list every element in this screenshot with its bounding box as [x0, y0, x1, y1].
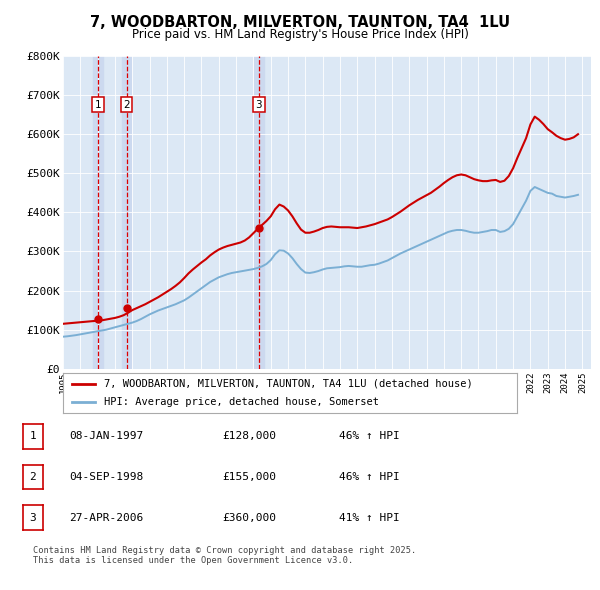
Text: 3: 3 [256, 100, 262, 110]
Text: £155,000: £155,000 [222, 472, 276, 482]
Text: 2: 2 [29, 472, 37, 482]
Text: HPI: Average price, detached house, Somerset: HPI: Average price, detached house, Some… [104, 397, 379, 407]
Text: £128,000: £128,000 [222, 431, 276, 441]
Bar [122, 56, 131, 369]
Text: 41% ↑ HPI: 41% ↑ HPI [339, 513, 400, 523]
Text: 7, WOODBARTON, MILVERTON, TAUNTON, TA4 1LU (detached house): 7, WOODBARTON, MILVERTON, TAUNTON, TA4 1… [104, 379, 473, 389]
Text: 27-APR-2006: 27-APR-2006 [69, 513, 143, 523]
Text: 46% ↑ HPI: 46% ↑ HPI [339, 431, 400, 441]
Bar [254, 56, 264, 369]
Text: 04-SEP-1998: 04-SEP-1998 [69, 472, 143, 482]
Text: £360,000: £360,000 [222, 513, 276, 523]
Text: 7, WOODBARTON, MILVERTON, TAUNTON, TA4  1LU: 7, WOODBARTON, MILVERTON, TAUNTON, TA4 1… [90, 15, 510, 30]
Text: 46% ↑ HPI: 46% ↑ HPI [339, 472, 400, 482]
Text: 2: 2 [123, 100, 130, 110]
Text: 3: 3 [29, 513, 37, 523]
Text: 1: 1 [29, 431, 37, 441]
Text: 08-JAN-1997: 08-JAN-1997 [69, 431, 143, 441]
Text: Contains HM Land Registry data © Crown copyright and database right 2025.
This d: Contains HM Land Registry data © Crown c… [33, 546, 416, 565]
Text: Price paid vs. HM Land Registry's House Price Index (HPI): Price paid vs. HM Land Registry's House … [131, 28, 469, 41]
Text: 1: 1 [95, 100, 101, 110]
Bar [94, 56, 103, 369]
